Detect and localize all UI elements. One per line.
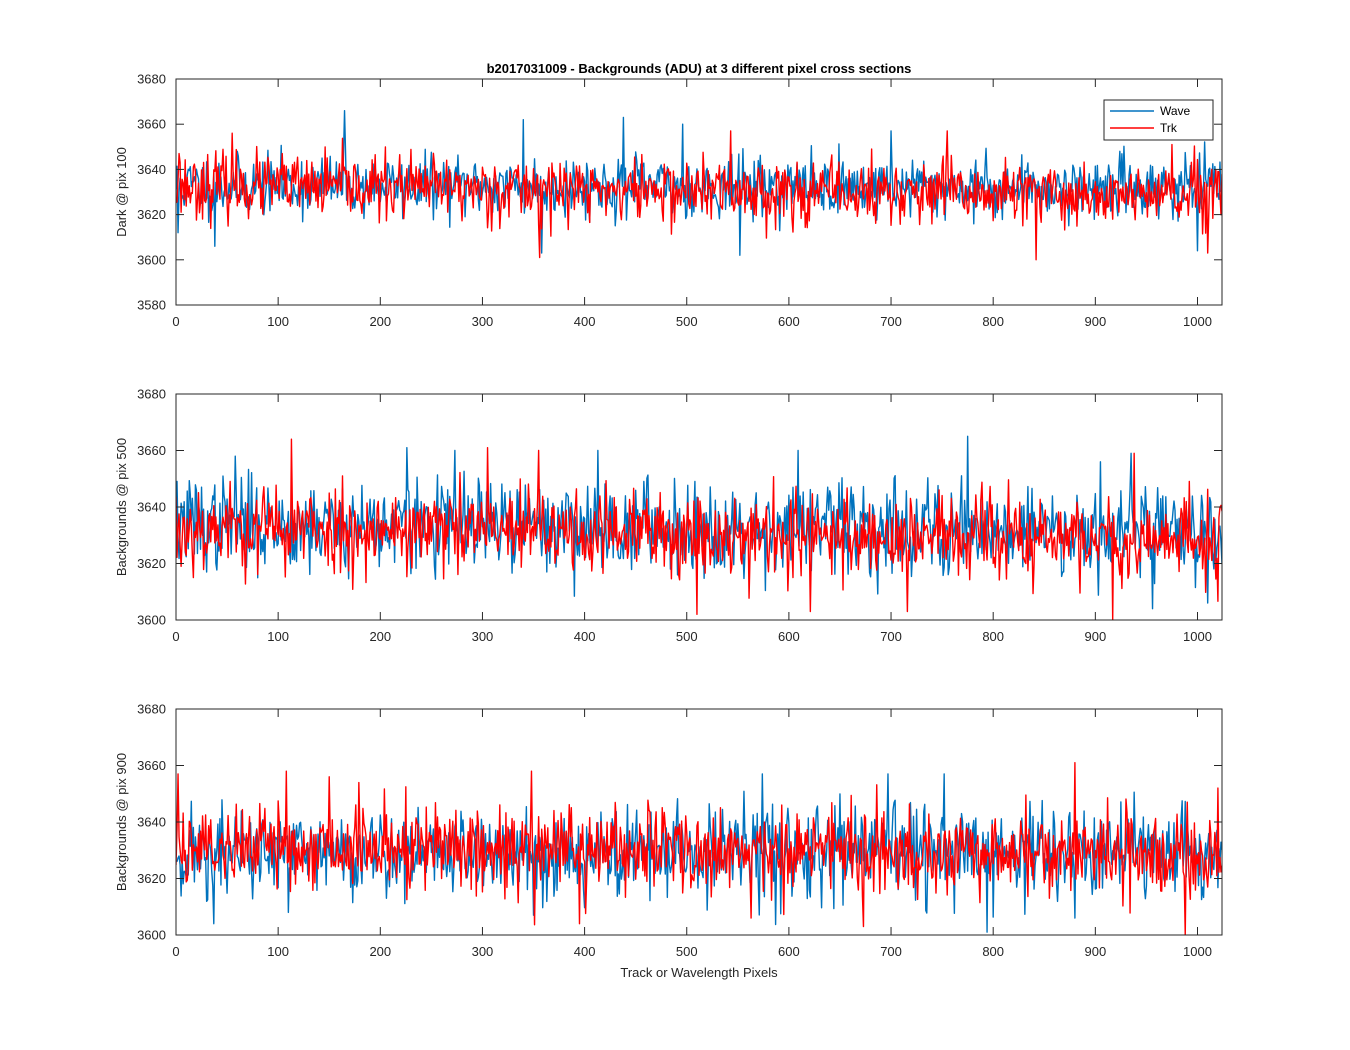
legend-box bbox=[1103, 99, 1214, 141]
x-tick-label: 0 bbox=[172, 314, 179, 329]
x-tick-label: 800 bbox=[982, 944, 1004, 959]
x-tick-label: 300 bbox=[472, 314, 494, 329]
x-tick-label: 900 bbox=[1084, 944, 1106, 959]
x-tick-label: 100 bbox=[267, 629, 289, 644]
series-group bbox=[176, 761, 1222, 935]
series-line-trk bbox=[176, 761, 1222, 935]
x-tick-label: 500 bbox=[676, 629, 698, 644]
chart-panel-3: 0 100 200 300 400 500 600 700 800 900 1000 3600 3620… bbox=[114, 702, 1223, 959]
x-tick-label: 600 bbox=[778, 629, 800, 644]
series-group bbox=[176, 109, 1222, 261]
legend-label-wave: Wave bbox=[1160, 104, 1191, 118]
x-tick-label: 200 bbox=[369, 314, 391, 329]
legend-label-trk: Trk bbox=[1160, 121, 1178, 135]
y-tick-label: 3660 bbox=[137, 443, 166, 458]
x-tick-label: 700 bbox=[880, 944, 902, 959]
y-tick-label: 3620 bbox=[137, 871, 166, 886]
x-tick-label: 400 bbox=[574, 314, 596, 329]
x-tick-label: 900 bbox=[1084, 314, 1106, 329]
x-tick-label: 900 bbox=[1084, 629, 1106, 644]
x-tick-label: 700 bbox=[880, 629, 902, 644]
x-tick-label: 200 bbox=[369, 629, 391, 644]
x-tick-label: 1000 bbox=[1183, 944, 1212, 959]
x-tick-label: 100 bbox=[267, 944, 289, 959]
y-axis-label: Backgrounds @ pix 900 bbox=[114, 753, 129, 891]
y-tick-label: 3640 bbox=[137, 162, 166, 177]
y-tick-label: 3660 bbox=[137, 117, 166, 132]
y-tick-label: 3640 bbox=[137, 815, 166, 830]
x-tick-label: 300 bbox=[472, 944, 494, 959]
x-tick-label: 800 bbox=[982, 314, 1004, 329]
panels: 0 100 200 300 400 500 600 700 800 900 100035803600… bbox=[114, 72, 1223, 959]
x-tick-label: 0 bbox=[172, 629, 179, 644]
chart-panel-2: 0 100 200 300 400 500 600 700 800 900 1000 3600 3620… bbox=[114, 387, 1223, 644]
y-tick-label: 3600 bbox=[137, 613, 166, 628]
x-tick-label: 300 bbox=[472, 629, 494, 644]
x-tick-label: 0 bbox=[172, 944, 179, 959]
x-tick-label: 600 bbox=[778, 944, 800, 959]
y-axis-label: Backgrounds @ pix 500 bbox=[114, 438, 129, 576]
y-tick-label: 3660 bbox=[137, 758, 166, 773]
y-tick-label: 3680 bbox=[137, 72, 166, 87]
axes-box bbox=[175, 78, 1223, 306]
x-tick-label: 100 bbox=[267, 314, 289, 329]
y-tick-label: 3620 bbox=[137, 556, 166, 571]
y-tick-label: 3620 bbox=[137, 207, 166, 222]
series-line-trk bbox=[176, 130, 1222, 261]
x-tick-label: 700 bbox=[880, 314, 902, 329]
y-tick-label: 3680 bbox=[137, 387, 166, 402]
figure-title: b2017031009 - Backgrounds (ADU) at 3 dif… bbox=[487, 61, 912, 76]
x-axis-label: Track or Wavelength Pixels bbox=[620, 965, 778, 980]
y-tick-label: 3600 bbox=[137, 928, 166, 943]
x-tick-label: 200 bbox=[369, 944, 391, 959]
chart-panel-1: 0 100 200 300 400 500 600 700 800 900 1000 3580 3600… bbox=[114, 72, 1223, 329]
x-tick-label: 600 bbox=[778, 314, 800, 329]
x-tick-label: 500 bbox=[676, 944, 698, 959]
x-tick-label: 400 bbox=[574, 944, 596, 959]
x-tick-label: 400 bbox=[574, 629, 596, 644]
plot-area bbox=[176, 709, 1222, 935]
x-tick-label: 800 bbox=[982, 629, 1004, 644]
x-tick-label: 1000 bbox=[1183, 314, 1212, 329]
x-tick-label: 500 bbox=[676, 314, 698, 329]
y-tick-label: 3600 bbox=[137, 252, 166, 267]
x-tick-label: 1000 bbox=[1183, 629, 1212, 644]
y-tick-label: 3680 bbox=[137, 702, 166, 717]
y-tick-label: 3580 bbox=[137, 298, 166, 313]
series-group bbox=[176, 435, 1222, 620]
legend: Wave Trk bbox=[1103, 99, 1214, 141]
y-tick-label: 3640 bbox=[137, 500, 166, 515]
y-axis-label: Dark @ pix 100 bbox=[114, 147, 129, 237]
series-line-trk bbox=[176, 438, 1222, 620]
